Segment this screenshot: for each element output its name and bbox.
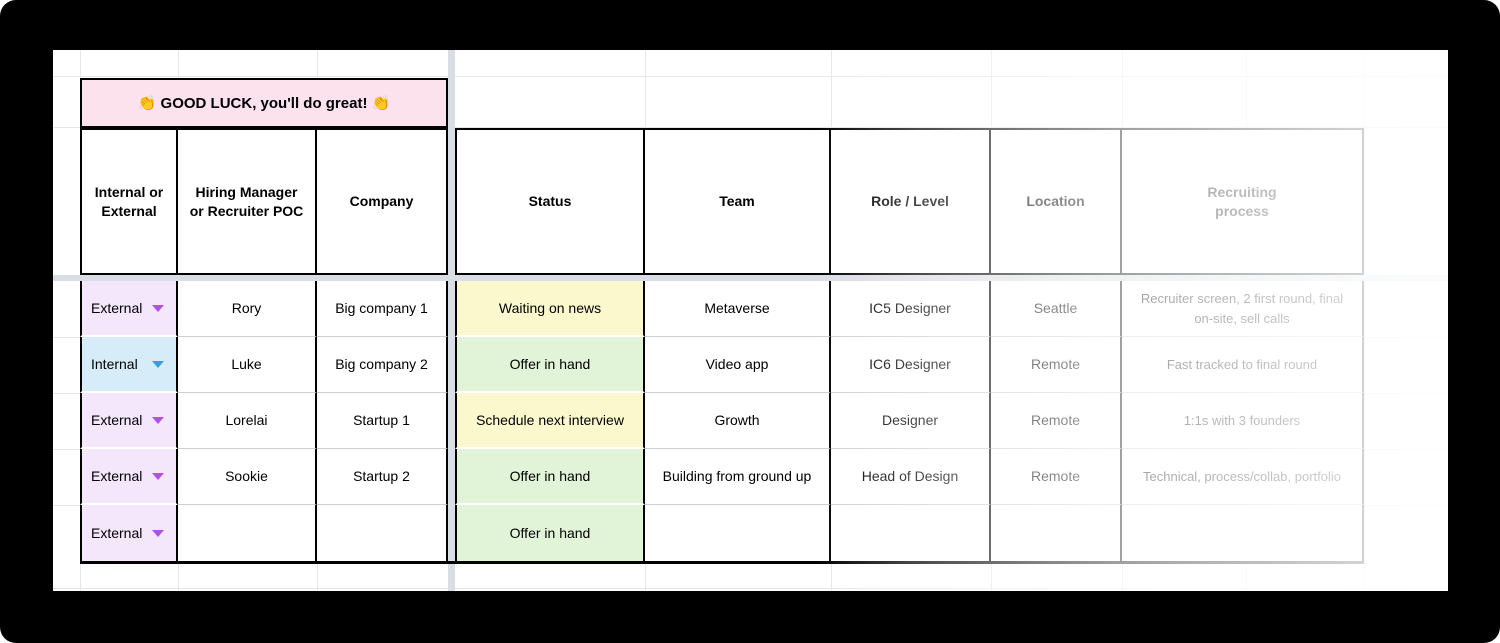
- header-company[interactable]: Company: [317, 128, 448, 275]
- good-luck-banner-cell[interactable]: 👏 GOOD LUCK, you'll do great! 👏: [80, 78, 448, 128]
- cell-poc[interactable]: [178, 505, 317, 561]
- header-hiring-manager-poc[interactable]: Hiring Manager or Recruiter POC: [178, 128, 317, 275]
- cell-process[interactable]: 1:1s with 3 founders: [1122, 393, 1364, 449]
- source-value: Internal: [91, 355, 138, 372]
- cell-company[interactable]: Big company 2: [317, 337, 448, 393]
- cell-role[interactable]: Head of Design: [831, 449, 991, 505]
- cell-company[interactable]: Big company 1: [317, 281, 448, 337]
- dropdown-arrow-icon[interactable]: [152, 360, 164, 368]
- cell-status[interactable]: Offer in hand: [455, 505, 645, 561]
- cell-source[interactable]: Internal: [80, 337, 178, 393]
- cell-source[interactable]: External: [80, 449, 178, 505]
- header-role-level[interactable]: Role / Level: [831, 128, 991, 275]
- cell-role[interactable]: IC6 Designer: [831, 337, 991, 393]
- dropdown-arrow-icon[interactable]: [152, 304, 164, 312]
- cell-location[interactable]: Remote: [991, 337, 1122, 393]
- cell-process[interactable]: Fast tracked to final round: [1122, 337, 1364, 393]
- cell-process[interactable]: [1122, 505, 1364, 561]
- cell-source[interactable]: External: [80, 393, 178, 449]
- cell-process[interactable]: Recruiter screen, 2 first round, final o…: [1122, 281, 1364, 337]
- cell-team[interactable]: [645, 505, 831, 561]
- cell-location[interactable]: Seattle: [991, 281, 1122, 337]
- source-value: External: [91, 524, 143, 541]
- cell-company[interactable]: Startup 2: [317, 449, 448, 505]
- header-team[interactable]: Team: [645, 128, 831, 275]
- cell-source[interactable]: External: [80, 505, 178, 561]
- tracker-table: 👏 GOOD LUCK, you'll do great! 👏 Internal…: [80, 78, 1364, 564]
- cell-status[interactable]: Offer in hand: [455, 449, 645, 505]
- header-recruiting-process[interactable]: Recruiting process: [1122, 128, 1364, 275]
- source-value: External: [91, 467, 143, 484]
- source-value: External: [91, 411, 143, 428]
- cell-poc[interactable]: Lorelai: [178, 393, 317, 449]
- cell-team[interactable]: Video app: [645, 337, 831, 393]
- cell-poc[interactable]: Luke: [178, 337, 317, 393]
- cell-location[interactable]: [991, 505, 1122, 561]
- table-bottom-border: [80, 561, 1364, 564]
- dropdown-arrow-icon[interactable]: [152, 529, 164, 537]
- cell-team[interactable]: Growth: [645, 393, 831, 449]
- cell-status[interactable]: Waiting on news: [455, 281, 645, 337]
- cell-team[interactable]: Building from ground up: [645, 449, 831, 505]
- dropdown-arrow-icon[interactable]: [152, 416, 164, 424]
- cell-company[interactable]: Startup 1: [317, 393, 448, 449]
- cell-location[interactable]: Remote: [991, 393, 1122, 449]
- header-status[interactable]: Status: [455, 128, 645, 275]
- gridline: [1364, 50, 1365, 591]
- gridline: [53, 76, 1448, 77]
- header-location[interactable]: Location: [991, 128, 1122, 275]
- cell-role[interactable]: Designer: [831, 393, 991, 449]
- cell-company[interactable]: [317, 505, 448, 561]
- dropdown-arrow-icon[interactable]: [152, 472, 164, 480]
- cell-team[interactable]: Metaverse: [645, 281, 831, 337]
- cell-location[interactable]: Remote: [991, 449, 1122, 505]
- cell-source[interactable]: External: [80, 281, 178, 337]
- cell-process[interactable]: Technical, process/collab, portfolio: [1122, 449, 1364, 505]
- cell-role[interactable]: [831, 505, 991, 561]
- cell-status[interactable]: Schedule next interview: [455, 393, 645, 449]
- header-internal-or-external[interactable]: Internal or External: [80, 128, 178, 275]
- spreadsheet-canvas: 👏 GOOD LUCK, you'll do great! 👏 Internal…: [53, 50, 1448, 591]
- cell-poc[interactable]: Rory: [178, 281, 317, 337]
- cell-status[interactable]: Offer in hand: [455, 337, 645, 393]
- cell-role[interactable]: IC5 Designer: [831, 281, 991, 337]
- cell-poc[interactable]: Sookie: [178, 449, 317, 505]
- gridline: [53, 588, 1448, 589]
- source-value: External: [91, 299, 143, 316]
